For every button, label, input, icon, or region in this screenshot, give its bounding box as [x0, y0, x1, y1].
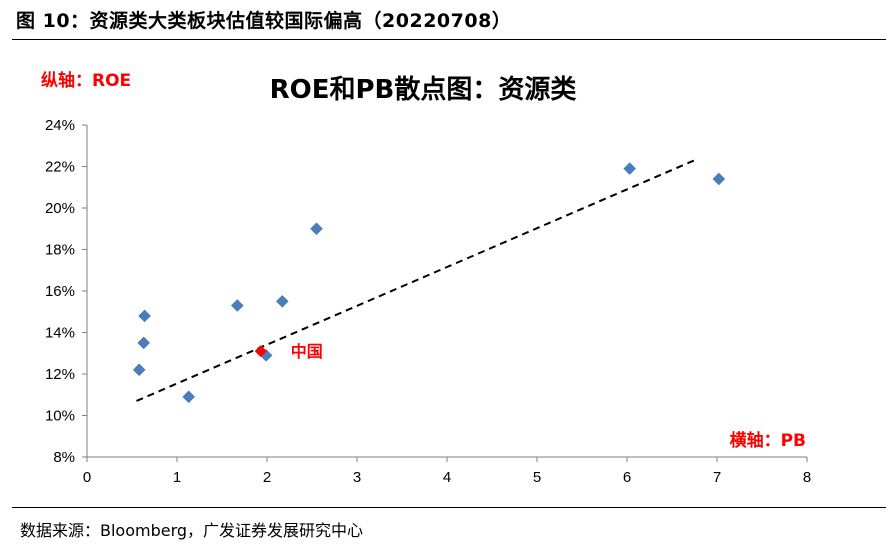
- y-tick-label: 16%: [45, 283, 75, 300]
- x-tick-label: 1: [173, 469, 181, 486]
- highlight-label: 中国: [291, 342, 323, 361]
- y-tick-label: 8%: [53, 449, 75, 466]
- x-tick-label: 8: [803, 469, 811, 486]
- x-tick-label: 5: [533, 469, 541, 486]
- data-point: [138, 309, 151, 323]
- y-tick-label: 24%: [45, 117, 75, 134]
- y-tick-label: 12%: [45, 366, 75, 383]
- data-point: [132, 363, 146, 377]
- data-point: [230, 299, 244, 312]
- x-tick-label: 6: [623, 469, 631, 486]
- points-layer: [132, 162, 726, 404]
- y-tick-label: 20%: [45, 200, 75, 217]
- trendline-layer: [136, 159, 695, 402]
- source-note: 数据来源：Bloomberg，广发证券发展研究中心: [20, 521, 364, 540]
- data-point: [712, 172, 726, 186]
- highlight-layer: 中国: [254, 342, 323, 361]
- figure-caption: 图 10：资源类大类板块估值较国际偏高（20220708）: [16, 10, 512, 32]
- x-tick-label: 3: [353, 469, 361, 486]
- highlight-point: [254, 345, 267, 358]
- y-tick-label: 10%: [45, 408, 75, 425]
- x-axis-note: 横轴：PB: [730, 430, 806, 451]
- axes: 8% 10% 12% 14% 16% 18% 20% 22% 24% 0 1 2 3 4 5 6 7 8: [45, 117, 811, 486]
- y-tick-label: 14%: [45, 325, 75, 342]
- caption-divider: [12, 39, 886, 40]
- source-divider: [12, 507, 886, 508]
- x-tick-label: 7: [713, 469, 721, 486]
- data-point: [623, 162, 637, 175]
- x-tick-label: 0: [83, 469, 91, 486]
- trendline: [136, 159, 695, 402]
- chart-title: ROE和PB散点图：资源类: [270, 74, 577, 105]
- x-tick-label: 4: [443, 469, 451, 486]
- data-point: [275, 295, 289, 308]
- y-tick-label: 22%: [45, 159, 75, 176]
- x-tick-label: 2: [263, 469, 271, 486]
- y-tick-label: 18%: [45, 242, 75, 259]
- data-point: [310, 222, 323, 236]
- y-axis-note: 纵轴：ROE: [41, 70, 131, 91]
- data-point: [182, 390, 196, 404]
- data-point: [137, 336, 151, 350]
